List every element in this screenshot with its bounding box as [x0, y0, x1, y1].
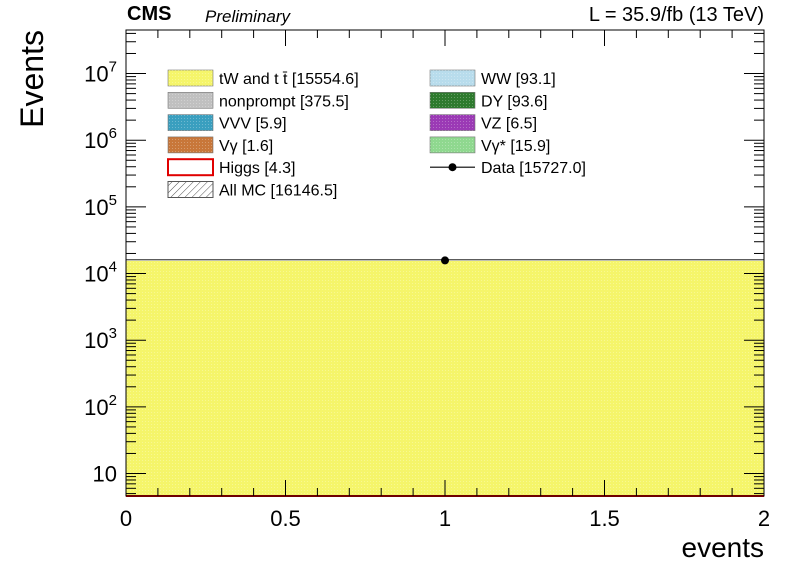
legend-right-key-texture-3 — [430, 136, 475, 153]
legend-left-key-texture-1 — [168, 92, 213, 109]
bars-layer — [126, 259, 764, 496]
bar-segment-texture-0 — [126, 260, 764, 496]
y-tick-label-6: 107 — [84, 59, 117, 87]
legend-left-key-5 — [167, 181, 214, 198]
legend-right-label-0: WW [93.1] — [481, 71, 556, 88]
data-layer — [441, 256, 449, 265]
legend-left-key-texture-0 — [168, 70, 213, 86]
legend-right-label-4: Data [15727.0] — [481, 160, 586, 177]
legend-left-key-4 — [167, 158, 214, 177]
y-axis: 10 102 103 104 105 106 107 — [84, 32, 764, 495]
legend: tW and t t̄ [15554.6] nonprompt [375.5] VV… — [167, 69, 586, 200]
legend-right-label-3: Vγ* [15.9] — [481, 138, 550, 155]
x-tick-label-3: 1.5 — [589, 506, 620, 531]
legend-left-label-3: Vγ [1.6] — [219, 138, 273, 155]
x-tick-label-2: 1 — [439, 506, 451, 531]
legend-left-label-5: All MC [16146.5] — [219, 183, 337, 200]
experiment-label: CMS — [127, 3, 171, 25]
legend-left-label-4: Higgs [4.3] — [219, 160, 295, 177]
legend-right-key-texture-2 — [430, 114, 475, 131]
status-label: Preliminary — [205, 7, 292, 26]
x-tick-label-1: 0.5 — [270, 506, 301, 531]
lumi-label: L = 35.9/fb (13 TeV) — [589, 4, 764, 26]
legend-right-label-1: DY [93.6] — [481, 93, 547, 110]
legend-left-label-1: nonprompt [375.5] — [219, 93, 349, 110]
y-tick-label-5: 106 — [84, 125, 117, 153]
y-tick-label-3: 104 — [84, 259, 117, 287]
legend-right-key-texture-1 — [430, 92, 475, 109]
y-tick-label-4: 105 — [84, 192, 117, 220]
legend-right-label-2: VZ [6.5] — [481, 116, 537, 133]
data-point-0 — [441, 256, 449, 265]
y-tick-label-1: 102 — [84, 392, 117, 420]
legend-left-label-2: VVV [5.9] — [219, 116, 287, 133]
x-tick-label-4: 2 — [758, 506, 770, 531]
legend-left-key-texture-3 — [168, 136, 213, 153]
x-axis-title: events — [682, 532, 765, 563]
legend-left-key-texture-2 — [168, 114, 213, 131]
legend-right-key-4 — [448, 163, 457, 172]
x-tick-label-0: 0 — [120, 506, 132, 531]
y-axis-title: Events — [14, 30, 50, 128]
legend-right-key-texture-0 — [430, 70, 475, 86]
y-tick-label-2: 103 — [84, 325, 117, 353]
legend-left-label-0: tW and t t̄ [15554.6] — [219, 71, 359, 88]
y-tick-label-0: 10 — [93, 462, 117, 487]
